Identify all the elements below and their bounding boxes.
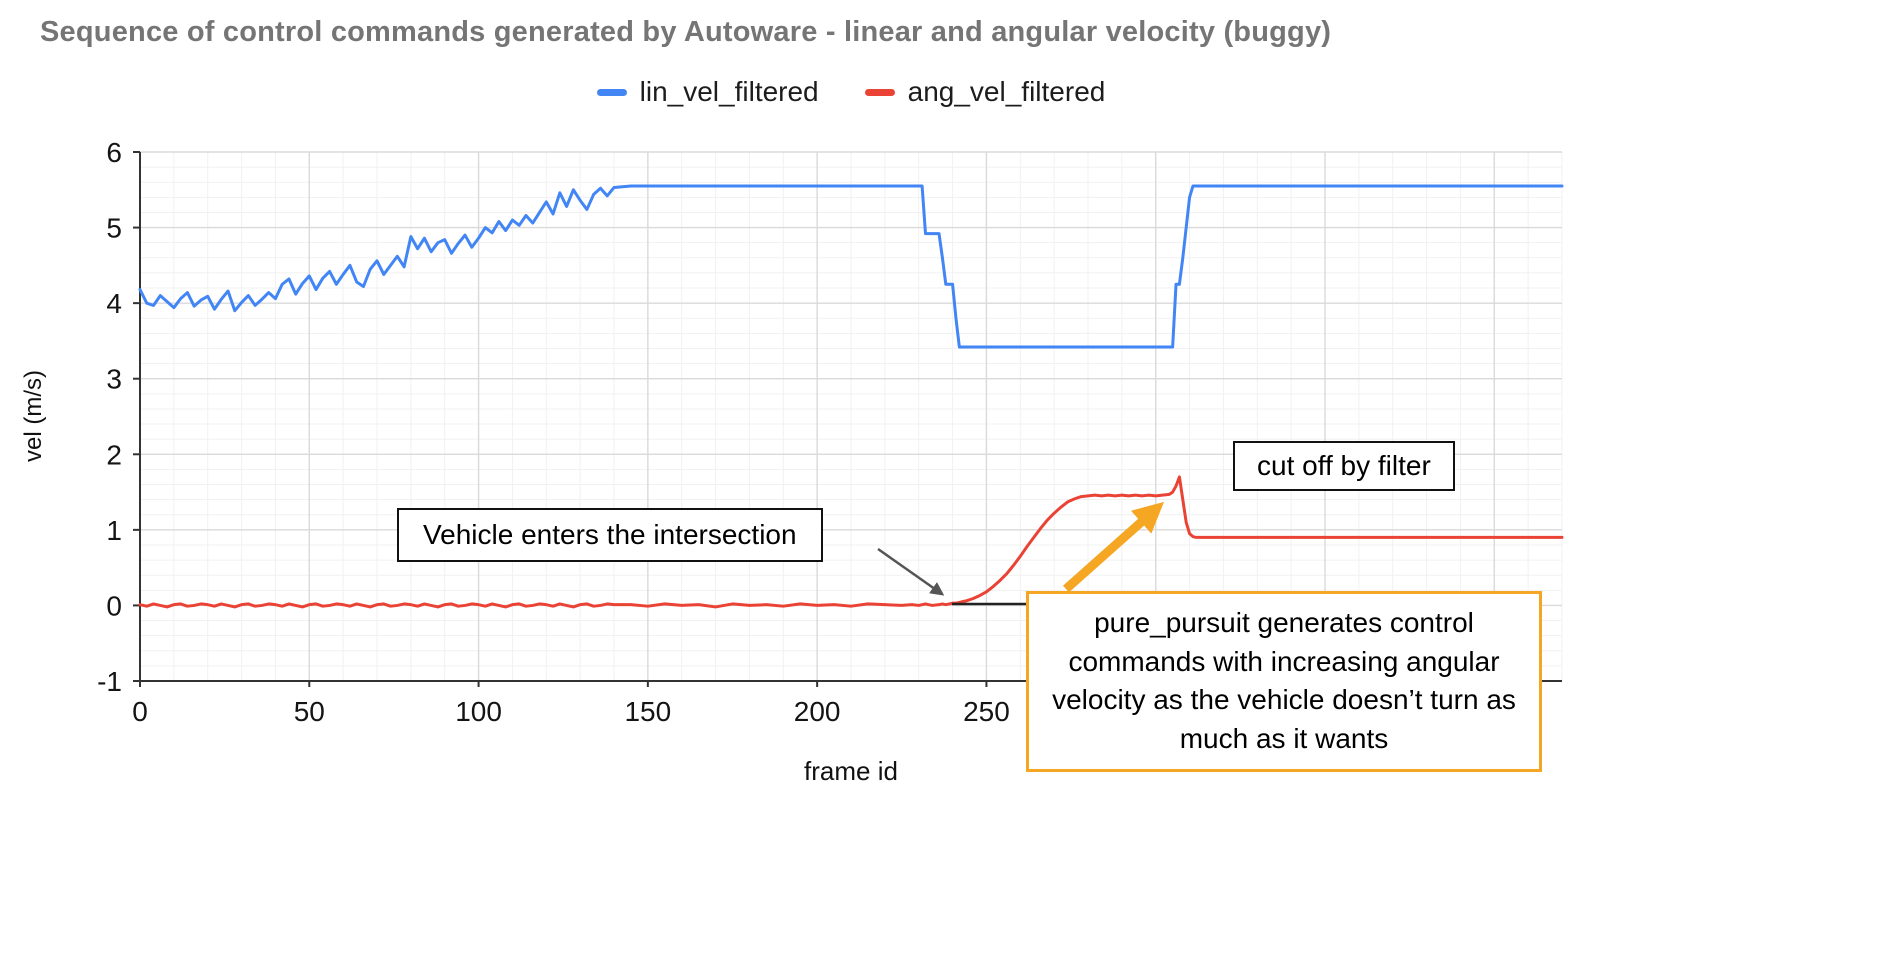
svg-text:0: 0 <box>106 590 122 621</box>
svg-text:3: 3 <box>106 364 122 395</box>
annotation-arrows <box>877 501 1165 606</box>
svg-text:50: 50 <box>294 696 325 727</box>
svg-text:100: 100 <box>455 696 502 727</box>
svg-text:1: 1 <box>106 515 122 546</box>
svg-text:5: 5 <box>106 213 122 244</box>
series-lines <box>138 184 1564 609</box>
svg-text:6: 6 <box>106 137 122 168</box>
legend-item-ang_vel_filtered: ang_vel_filtered <box>864 76 1106 108</box>
annotation-cut-off-by-filter: cut off by filter <box>1233 441 1455 491</box>
svg-text:-1: -1 <box>97 666 122 697</box>
chart-legend: lin_vel_filtered ang_vel_filtered <box>140 76 1562 108</box>
svg-text:4: 4 <box>106 288 122 319</box>
svg-text:2: 2 <box>106 439 122 470</box>
legend-swatch-icon <box>596 88 627 96</box>
legend-swatch-icon <box>864 88 895 96</box>
legend-item-lin_vel_filtered: lin_vel_filtered <box>596 76 819 108</box>
legend-label: ang_vel_filtered <box>907 76 1106 107</box>
chart-title: Sequence of control commands generated b… <box>40 16 1332 48</box>
annotation-pure-pursuit: pure_pursuit generates control commands … <box>1026 591 1542 772</box>
x-axis-title: frame id <box>804 756 898 786</box>
legend-label: lin_vel_filtered <box>639 76 819 107</box>
svg-text:250: 250 <box>963 696 1010 727</box>
svg-text:0: 0 <box>132 696 148 727</box>
annotation-vehicle-enters-intersection: Vehicle enters the intersection <box>397 508 823 562</box>
svg-text:200: 200 <box>794 696 841 727</box>
svg-text:150: 150 <box>624 696 671 727</box>
y-axis-title: vel (m/s) <box>20 370 47 462</box>
